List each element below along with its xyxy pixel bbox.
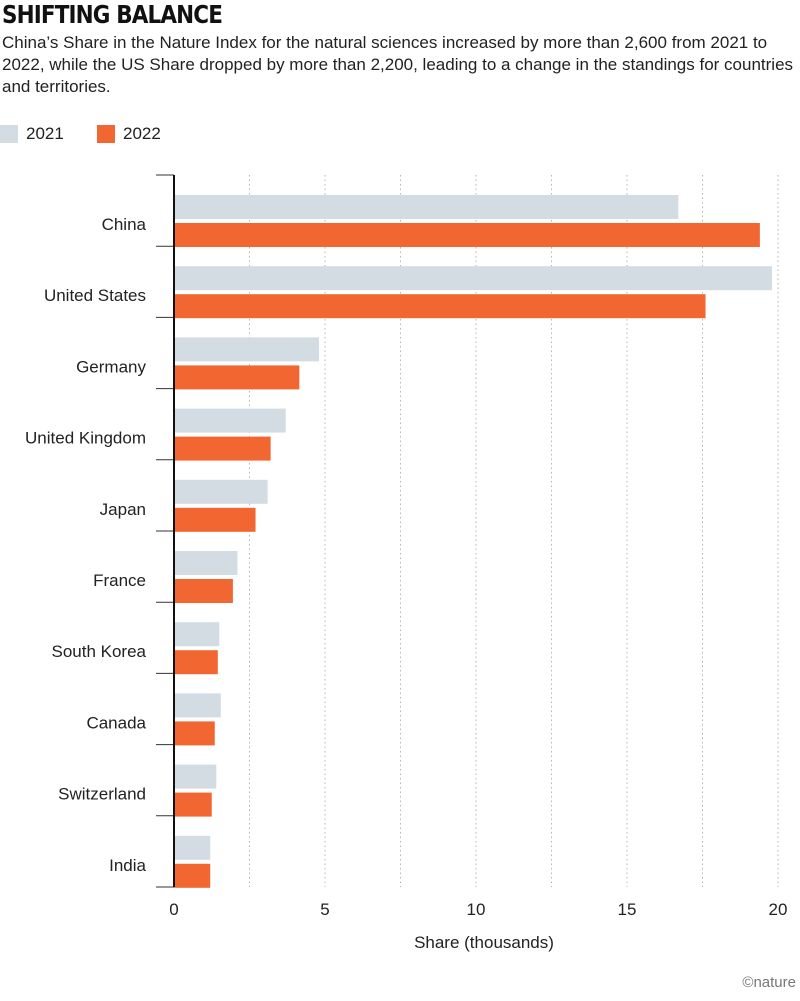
- category-label-japan: Japan: [100, 500, 146, 519]
- legend-label-2022: 2022: [123, 124, 161, 143]
- nature-credit: ©nature: [742, 974, 796, 991]
- bar-switzerland-2021: [174, 764, 217, 789]
- x-tick-label: 0: [169, 900, 178, 919]
- x-tick-label: 15: [618, 900, 637, 919]
- category-label-china: China: [102, 215, 147, 234]
- chart-subtitle: China’s Share in the Nature Index for th…: [2, 33, 794, 96]
- bar-france-2021: [174, 551, 238, 575]
- bar-china-2022: [174, 223, 760, 247]
- bar-india-2021: [174, 835, 211, 860]
- category-label-india: India: [109, 856, 146, 875]
- bar-india-2022: [174, 863, 211, 888]
- bar-germany-2021: [174, 337, 319, 362]
- x-axis-label: Share (thousands): [414, 933, 554, 952]
- category-label-france: France: [93, 571, 146, 590]
- bar-south-korea-2021: [174, 622, 220, 647]
- category-label-canada: Canada: [86, 713, 146, 732]
- category-label-south-korea: South Korea: [51, 642, 146, 661]
- bar-united-states-2021: [174, 266, 772, 291]
- bar-united-states-2022: [174, 294, 706, 319]
- bar-united-kingdom-2021: [174, 408, 286, 433]
- x-tick-label: 10: [467, 900, 486, 919]
- bar-france-2022: [174, 579, 233, 603]
- bar-united-kingdom-2022: [174, 436, 271, 461]
- legend-swatch-2021: [0, 125, 18, 143]
- x-tick-label: 20: [769, 900, 788, 919]
- bar-germany-2022: [174, 365, 300, 390]
- chart-title: SHIFTING BALANCE: [2, 0, 223, 29]
- category-label-united-kingdom: United Kingdom: [25, 429, 146, 448]
- category-label-switzerland: Switzerland: [58, 785, 146, 804]
- bar-japan-2021: [174, 479, 268, 504]
- bar-switzerland-2022: [174, 792, 212, 817]
- bar-china-2021: [174, 195, 679, 219]
- bar-japan-2022: [174, 507, 256, 532]
- bar-canada-2021: [174, 693, 221, 718]
- category-label-germany: Germany: [76, 357, 146, 376]
- legend-label-2021: 2021: [26, 124, 64, 143]
- bar-south-korea-2022: [174, 650, 218, 675]
- x-tick-label: 5: [320, 900, 329, 919]
- legend-item-2022: 2022: [97, 124, 161, 144]
- bar-canada-2022: [174, 721, 215, 746]
- legend-swatch-2022: [97, 125, 115, 143]
- category-label-united-states: United States: [44, 286, 146, 305]
- legend-item-2021: 2021: [0, 124, 64, 144]
